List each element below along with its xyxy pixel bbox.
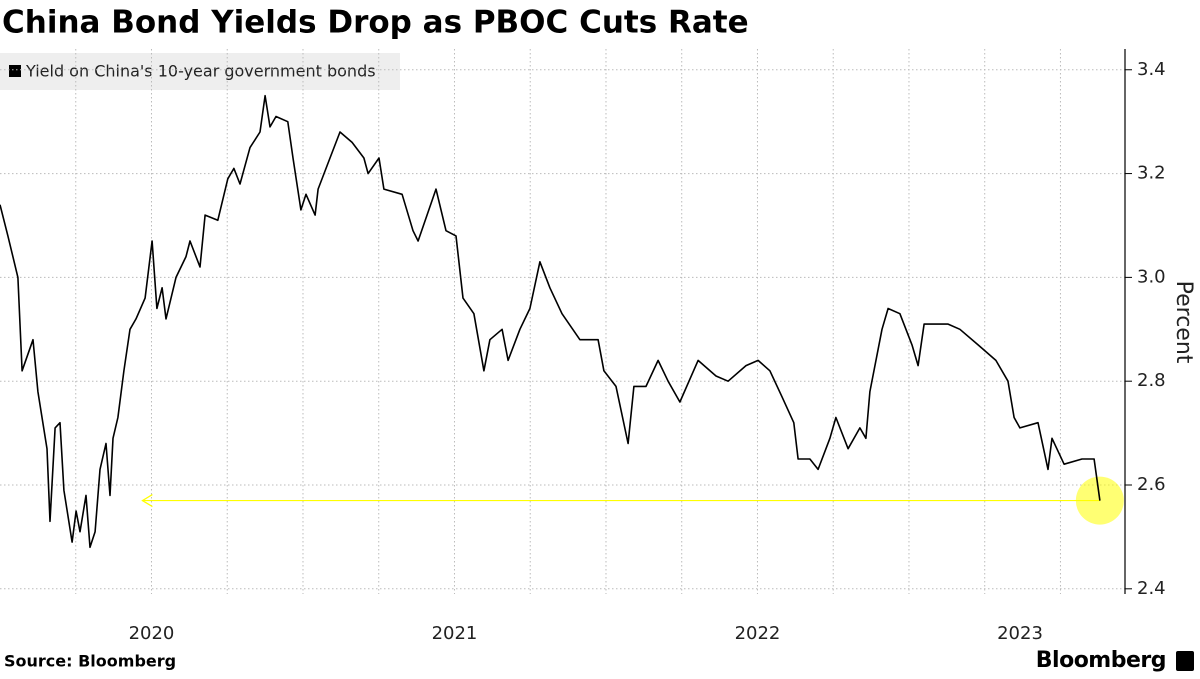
legend-box bbox=[0, 53, 400, 90]
highlight-arrow bbox=[141, 494, 153, 508]
line bbox=[0, 94, 1101, 549]
y-tick-label: 3.4 bbox=[1137, 59, 1166, 80]
source: Source: Bloomberg bbox=[4, 652, 176, 671]
legend-swatch bbox=[9, 65, 21, 77]
y-tick-label: 2.6 bbox=[1137, 474, 1166, 495]
chart-title: China Bond Yields Drop as PBOC Cuts Rate bbox=[2, 5, 749, 41]
x-tick-label: 2023 bbox=[997, 623, 1043, 644]
brand-icon bbox=[1176, 651, 1194, 671]
y-tick-label: 3.0 bbox=[1137, 266, 1166, 287]
x-tick-label: 2021 bbox=[432, 623, 478, 644]
legend-label: Yield on China's 10-year government bond… bbox=[25, 62, 376, 81]
brand-logo: Bloomberg bbox=[1036, 648, 1166, 673]
x-tick-label: 2022 bbox=[735, 623, 781, 644]
y-tick-label: 3.2 bbox=[1137, 163, 1166, 184]
y-axis-label: Percent bbox=[1171, 281, 1196, 364]
y-tick-label: 2.8 bbox=[1137, 370, 1166, 391]
x-tick-label: 2020 bbox=[129, 623, 175, 644]
y-tick-label: 2.4 bbox=[1137, 578, 1166, 599]
